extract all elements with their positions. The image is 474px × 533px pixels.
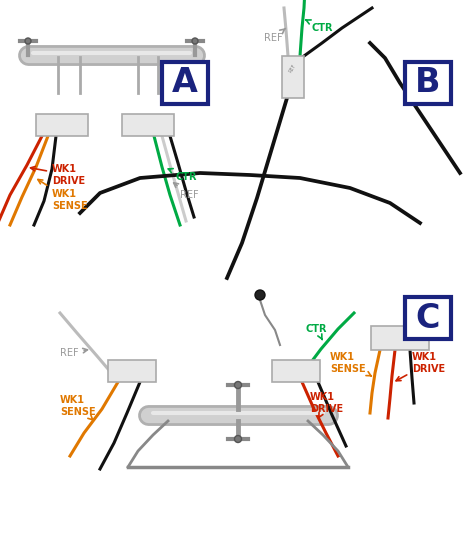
Text: WK1
DRIVE: WK1 DRIVE — [396, 352, 445, 381]
Text: REF: REF — [60, 348, 87, 358]
FancyBboxPatch shape — [36, 114, 88, 136]
Text: REF: REF — [289, 63, 298, 73]
Circle shape — [25, 38, 31, 44]
Text: WK1
SENSE: WK1 SENSE — [38, 180, 88, 211]
Circle shape — [255, 290, 265, 300]
Circle shape — [235, 382, 241, 389]
FancyBboxPatch shape — [405, 297, 451, 339]
Text: CTR: CTR — [168, 168, 198, 182]
Text: C: C — [416, 302, 440, 335]
Text: WK1
SENSE: WK1 SENSE — [60, 395, 96, 420]
Text: REF: REF — [173, 183, 199, 200]
Text: WK1
SENSE: WK1 SENSE — [330, 352, 371, 376]
Text: CTR: CTR — [306, 324, 328, 340]
Text: REF: REF — [264, 28, 285, 43]
Text: CTR: CTR — [306, 20, 334, 33]
FancyBboxPatch shape — [405, 62, 451, 104]
FancyBboxPatch shape — [272, 360, 320, 382]
Circle shape — [235, 435, 241, 442]
FancyBboxPatch shape — [108, 360, 156, 382]
FancyBboxPatch shape — [371, 326, 429, 350]
Text: WK1
DRIVE: WK1 DRIVE — [30, 164, 85, 186]
Text: A: A — [172, 67, 198, 100]
Text: B: B — [415, 67, 441, 100]
Circle shape — [192, 38, 198, 44]
FancyBboxPatch shape — [282, 56, 304, 98]
FancyBboxPatch shape — [162, 62, 208, 104]
Text: WK1
DRIVE: WK1 DRIVE — [310, 392, 343, 417]
FancyBboxPatch shape — [122, 114, 174, 136]
